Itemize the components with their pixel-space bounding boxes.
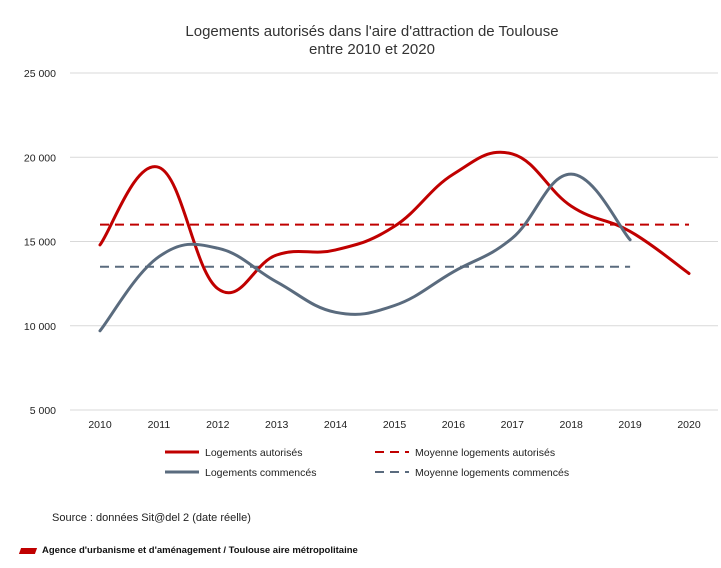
legend: Logements autorisés Moyenne logements aut…: [165, 447, 569, 479]
legend-label: Logements autorisés: [205, 447, 302, 459]
source-note: Source : données Sit@del 2 (date réelle): [52, 512, 251, 524]
footer-text: Agence d'urbanisme et d'aménagement / To…: [42, 545, 358, 556]
x-axis-ticks: 2010 2011 2012 2013 2014 2015 2016 2017 2018 2019…: [88, 419, 701, 431]
y-tick-label: 15 000: [24, 237, 56, 249]
y-axis-ticks: 5 000 10 000 15 000 20 000 25 000: [24, 68, 56, 417]
x-tick-label: 2019: [618, 419, 642, 431]
y-tick-label: 25 000: [24, 68, 56, 80]
series-line-logements-commences: [98, 172, 632, 333]
footer: Agence d'urbanisme et d'aménagement / To…: [18, 545, 358, 556]
x-tick-label: 2016: [442, 419, 466, 431]
legend-item-logements-autorises: Logements autorisés: [165, 447, 302, 459]
x-tick-label: 2020: [677, 419, 701, 431]
y-tick-label: 20 000: [24, 152, 56, 164]
x-tick-label: 2010: [88, 419, 112, 431]
legend-label: Logements commencés: [205, 467, 316, 479]
series-lines: [98, 150, 691, 333]
series-line-logements-autorises: [98, 150, 691, 295]
x-tick-label: 2012: [206, 419, 230, 431]
agency-logo-mark: [18, 547, 38, 554]
x-tick-label: 2014: [324, 419, 348, 431]
line-chart: Logements autorisés dans l'aire d'attrac…: [24, 23, 718, 479]
legend-item-logements-commences: Logements commencés: [165, 467, 316, 479]
chart-title-line2: entre 2010 et 2020: [309, 41, 435, 58]
x-tick-label: 2015: [383, 419, 407, 431]
gridlines: [70, 72, 718, 411]
y-tick-label: 10 000: [24, 321, 56, 333]
legend-item-moyenne-logements-autorises: Moyenne logements autorisés: [375, 447, 555, 459]
x-tick-label: 2017: [501, 419, 525, 431]
legend-label: Moyenne logements autorisés: [415, 447, 555, 459]
legend-label: Moyenne logements commencés: [415, 467, 569, 479]
chart-title-line1: Logements autorisés dans l'aire d'attrac…: [185, 23, 558, 40]
x-tick-label: 2018: [560, 419, 584, 431]
legend-item-moyenne-logements-commences: Moyenne logements commencés: [375, 467, 569, 479]
y-tick-label: 5 000: [30, 405, 56, 417]
x-tick-label: 2011: [148, 419, 171, 431]
x-tick-label: 2013: [265, 419, 289, 431]
